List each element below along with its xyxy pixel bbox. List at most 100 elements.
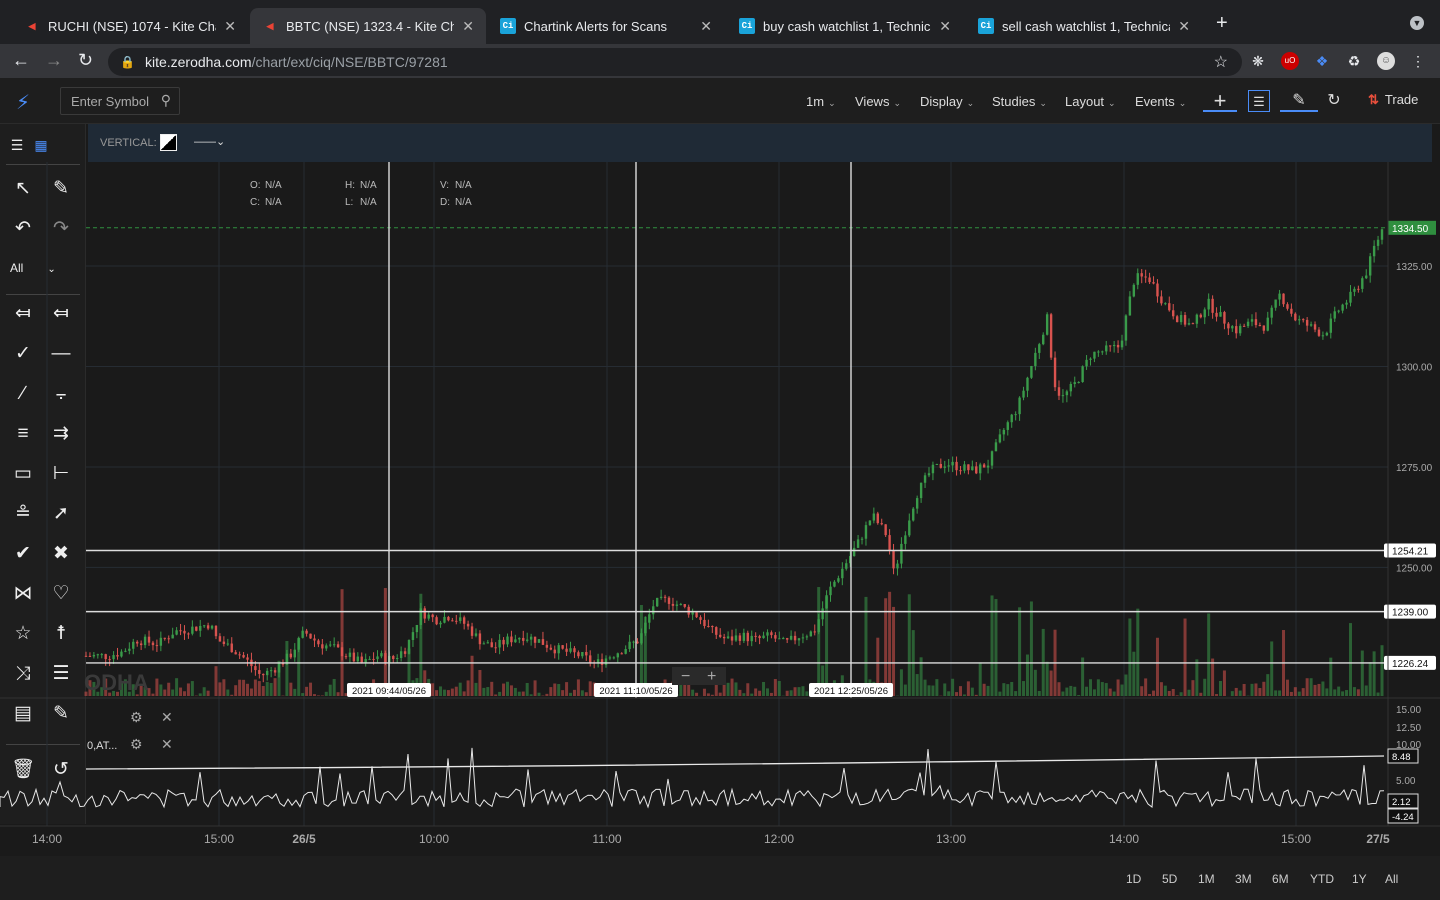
time-cycle-icon[interactable]: ☰ bbox=[52, 663, 70, 684]
range-6m[interactable]: 6M bbox=[1272, 872, 1289, 886]
price-chart[interactable]: ODHA 1254.21 1239.00 1226.24 1334.50 2021 0… bbox=[0, 162, 1440, 856]
events-menu[interactable]: Events ⌄ bbox=[1135, 94, 1186, 109]
browser-tab-ruchi[interactable]: ◀ RUCHI (NSE) 1074 - Kite Chart ✕ bbox=[12, 8, 248, 44]
studies-menu[interactable]: Studies ⌄ bbox=[992, 94, 1047, 109]
close-icon[interactable]: ✕ bbox=[462, 17, 474, 34]
heart-icon[interactable]: ♡ bbox=[52, 583, 70, 604]
symbol-search-input[interactable]: Enter Symbol ⚲ bbox=[60, 87, 180, 115]
gann-fan-icon[interactable]: ⤨ bbox=[15, 663, 31, 684]
fan-icon[interactable]: ⤆ bbox=[53, 303, 69, 324]
back-button[interactable]: ← bbox=[12, 50, 30, 70]
extension-icon[interactable]: ❖ bbox=[1315, 53, 1329, 69]
candle-body bbox=[399, 651, 403, 658]
candle-body bbox=[569, 648, 572, 652]
avatar[interactable]: ☺ bbox=[1377, 52, 1395, 70]
range-all[interactable]: All bbox=[1385, 872, 1399, 886]
restore-icon[interactable]: ↺ bbox=[53, 759, 69, 780]
draw-pencil-icon[interactable]: ✎ bbox=[1280, 90, 1318, 112]
extension-icon[interactable]: ❋ bbox=[1252, 53, 1264, 69]
display-menu[interactable]: Display ⌄ bbox=[920, 94, 974, 109]
filter-all[interactable]: All ⌄ bbox=[10, 255, 70, 281]
url-field[interactable]: 🔒 kite.zerodha.com/chart/ext/ciq/NSE/BBT… bbox=[108, 48, 1242, 76]
reset-icon[interactable]: ↻ bbox=[1327, 92, 1341, 109]
channel-icon[interactable]: ⇉ bbox=[53, 423, 69, 444]
range-3m[interactable]: 3M bbox=[1235, 872, 1252, 886]
close-icon[interactable]: ✕ bbox=[161, 736, 173, 752]
bowtie-icon[interactable]: ⋈ bbox=[13, 583, 33, 604]
volume-bar bbox=[931, 685, 935, 696]
close-icon[interactable]: ✕ bbox=[161, 709, 173, 725]
annotation-icon[interactable]: ✎ bbox=[53, 703, 69, 724]
arrow-icon[interactable]: ➚ bbox=[53, 503, 69, 524]
tab-search-icon[interactable]: ▼ bbox=[1410, 16, 1424, 30]
undo-icon[interactable]: ↶ bbox=[15, 218, 31, 239]
check-icon[interactable]: ✔ bbox=[15, 543, 31, 564]
browser-tab-chartink-alerts[interactable]: Ci Chartink Alerts for Scans ✕ bbox=[488, 8, 724, 44]
horizontal-line-icon[interactable]: — bbox=[51, 343, 71, 364]
star-icon[interactable]: ☆ bbox=[14, 623, 32, 644]
cross-icon[interactable]: ✖ bbox=[53, 543, 69, 564]
candle-body bbox=[585, 652, 588, 656]
pitchfork-icon[interactable]: ⤆ bbox=[15, 303, 31, 324]
volume-bar bbox=[293, 688, 297, 696]
ray-icon[interactable]: ∕ bbox=[21, 383, 25, 404]
reload-button[interactable]: ↻ bbox=[78, 50, 94, 70]
ublock-icon[interactable]: uO bbox=[1281, 52, 1299, 70]
candle-body bbox=[707, 625, 710, 627]
lightning-icon[interactable]: ⚡︎ bbox=[16, 92, 31, 114]
list-view-icon[interactable]: ☰ bbox=[10, 137, 24, 153]
gann-icon[interactable]: ≗ bbox=[15, 503, 31, 524]
range-1d[interactable]: 1D bbox=[1126, 872, 1142, 886]
quadrant-icon[interactable]: ▤ bbox=[14, 703, 32, 724]
speed-resistance-icon[interactable]: ☨ bbox=[55, 623, 67, 644]
gear-icon[interactable]: ⚙ bbox=[130, 709, 143, 725]
layout-menu[interactable]: Layout ⌄ bbox=[1065, 94, 1116, 109]
candle-body bbox=[309, 633, 312, 639]
range-ytd[interactable]: YTD bbox=[1310, 872, 1334, 886]
line-style-select[interactable]: ——⌄ bbox=[194, 136, 226, 148]
range-1y[interactable]: 1Y bbox=[1352, 872, 1367, 886]
close-icon[interactable]: ✕ bbox=[1178, 17, 1190, 34]
puzzle-icon[interactable]: ♻ bbox=[1347, 53, 1361, 69]
candle-body bbox=[124, 650, 127, 652]
trend-line-icon[interactable]: ✓ bbox=[15, 343, 31, 364]
cursor-icon[interactable]: ↖ bbox=[15, 178, 31, 199]
forward-button[interactable]: → bbox=[45, 50, 63, 70]
zoom-in-button[interactable]: + bbox=[707, 668, 716, 685]
measure-icon[interactable]: ⊢ bbox=[52, 463, 70, 484]
zoom-out-button[interactable]: − bbox=[681, 668, 690, 685]
volume-bar bbox=[273, 678, 277, 696]
rectangle-icon[interactable]: ▭ bbox=[14, 463, 32, 484]
volume-bar bbox=[502, 683, 506, 696]
bookmark-star-icon[interactable]: ☆ bbox=[1213, 54, 1228, 71]
range-1m[interactable]: 1M bbox=[1198, 872, 1215, 886]
volume-bar bbox=[179, 687, 183, 696]
grid-view-icon[interactable]: ▦ bbox=[34, 137, 48, 153]
ruler-icon[interactable]: ✎ bbox=[53, 178, 69, 199]
candle-body bbox=[494, 647, 497, 649]
new-tab-button[interactable]: + bbox=[1216, 12, 1228, 34]
trade-button[interactable]: ⇅ Trade bbox=[1368, 92, 1418, 108]
browser-tab-buy-watchlist[interactable]: Ci buy cash watchlist 1, Technical ✕ bbox=[727, 8, 963, 44]
color-swatch[interactable] bbox=[160, 134, 177, 151]
interval-menu[interactable]: 1m ⌄ bbox=[806, 94, 836, 109]
cross-line-icon[interactable]: ⨪ bbox=[55, 383, 67, 404]
trash-icon[interactable]: 🗑︎ bbox=[10, 759, 36, 780]
separator bbox=[6, 294, 80, 295]
range-5d[interactable]: 5D bbox=[1162, 872, 1178, 886]
candle-body bbox=[163, 637, 166, 639]
browser-tab-bbtc[interactable]: ◀ BBTC (NSE) 1323.4 - Kite Char ✕ bbox=[250, 8, 486, 44]
browser-tab-sell-watchlist[interactable]: Ci sell cash watchlist 1, Technical ✕ bbox=[966, 8, 1202, 44]
redo-icon[interactable]: ↷ bbox=[53, 218, 69, 239]
crosshair-icon[interactable]: + bbox=[1203, 90, 1237, 112]
close-icon[interactable]: ✕ bbox=[224, 17, 236, 34]
comment-icon[interactable]: ☰ bbox=[1248, 90, 1270, 112]
views-menu[interactable]: Views ⌄ bbox=[855, 94, 901, 109]
candle-body bbox=[462, 617, 466, 624]
gear-icon[interactable]: ⚙ bbox=[130, 736, 143, 752]
close-icon[interactable]: ✕ bbox=[939, 17, 951, 34]
close-icon[interactable]: ✕ bbox=[700, 17, 712, 34]
fib-icon[interactable]: ≡ bbox=[17, 423, 29, 444]
kebab-menu-icon[interactable]: ⋮ bbox=[1411, 53, 1425, 69]
candle-body bbox=[726, 636, 730, 639]
